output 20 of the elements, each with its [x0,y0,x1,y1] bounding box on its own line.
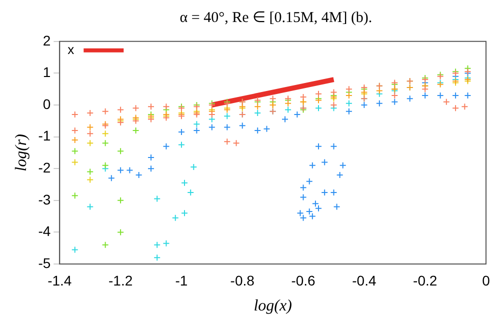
x-tick-label: -0.2 [413,272,438,288]
y-tick-label: 0 [42,96,51,112]
y-axis-title: log(r) [12,134,30,172]
x-axis-title: log(x) [254,298,292,315]
chart-title: α = 40°, Re ∈ [0.15M, 4M] (b). [178,9,374,28]
x-tick-label: -1.2 [108,272,133,288]
y-tick-label: -4 [38,223,51,240]
x-tick-label: -0.4 [352,272,376,288]
y-tick-label: 1 [42,64,51,80]
y-tick-label: -1 [38,128,51,144]
y-tick-label: 2 [42,32,51,48]
y-tick-label: -2 [38,159,51,176]
y-tick-label: -3 [38,191,51,208]
legend-label: x [68,42,75,57]
x-tick-label: -0.8 [230,272,255,288]
y-tick-label: -5 [38,254,51,271]
x-tick-label: -1.4 [48,272,72,288]
x-tick-label: 0 [482,272,490,288]
x-tick-label: -0.6 [291,272,316,288]
x-tick-label: -1 [175,272,188,288]
